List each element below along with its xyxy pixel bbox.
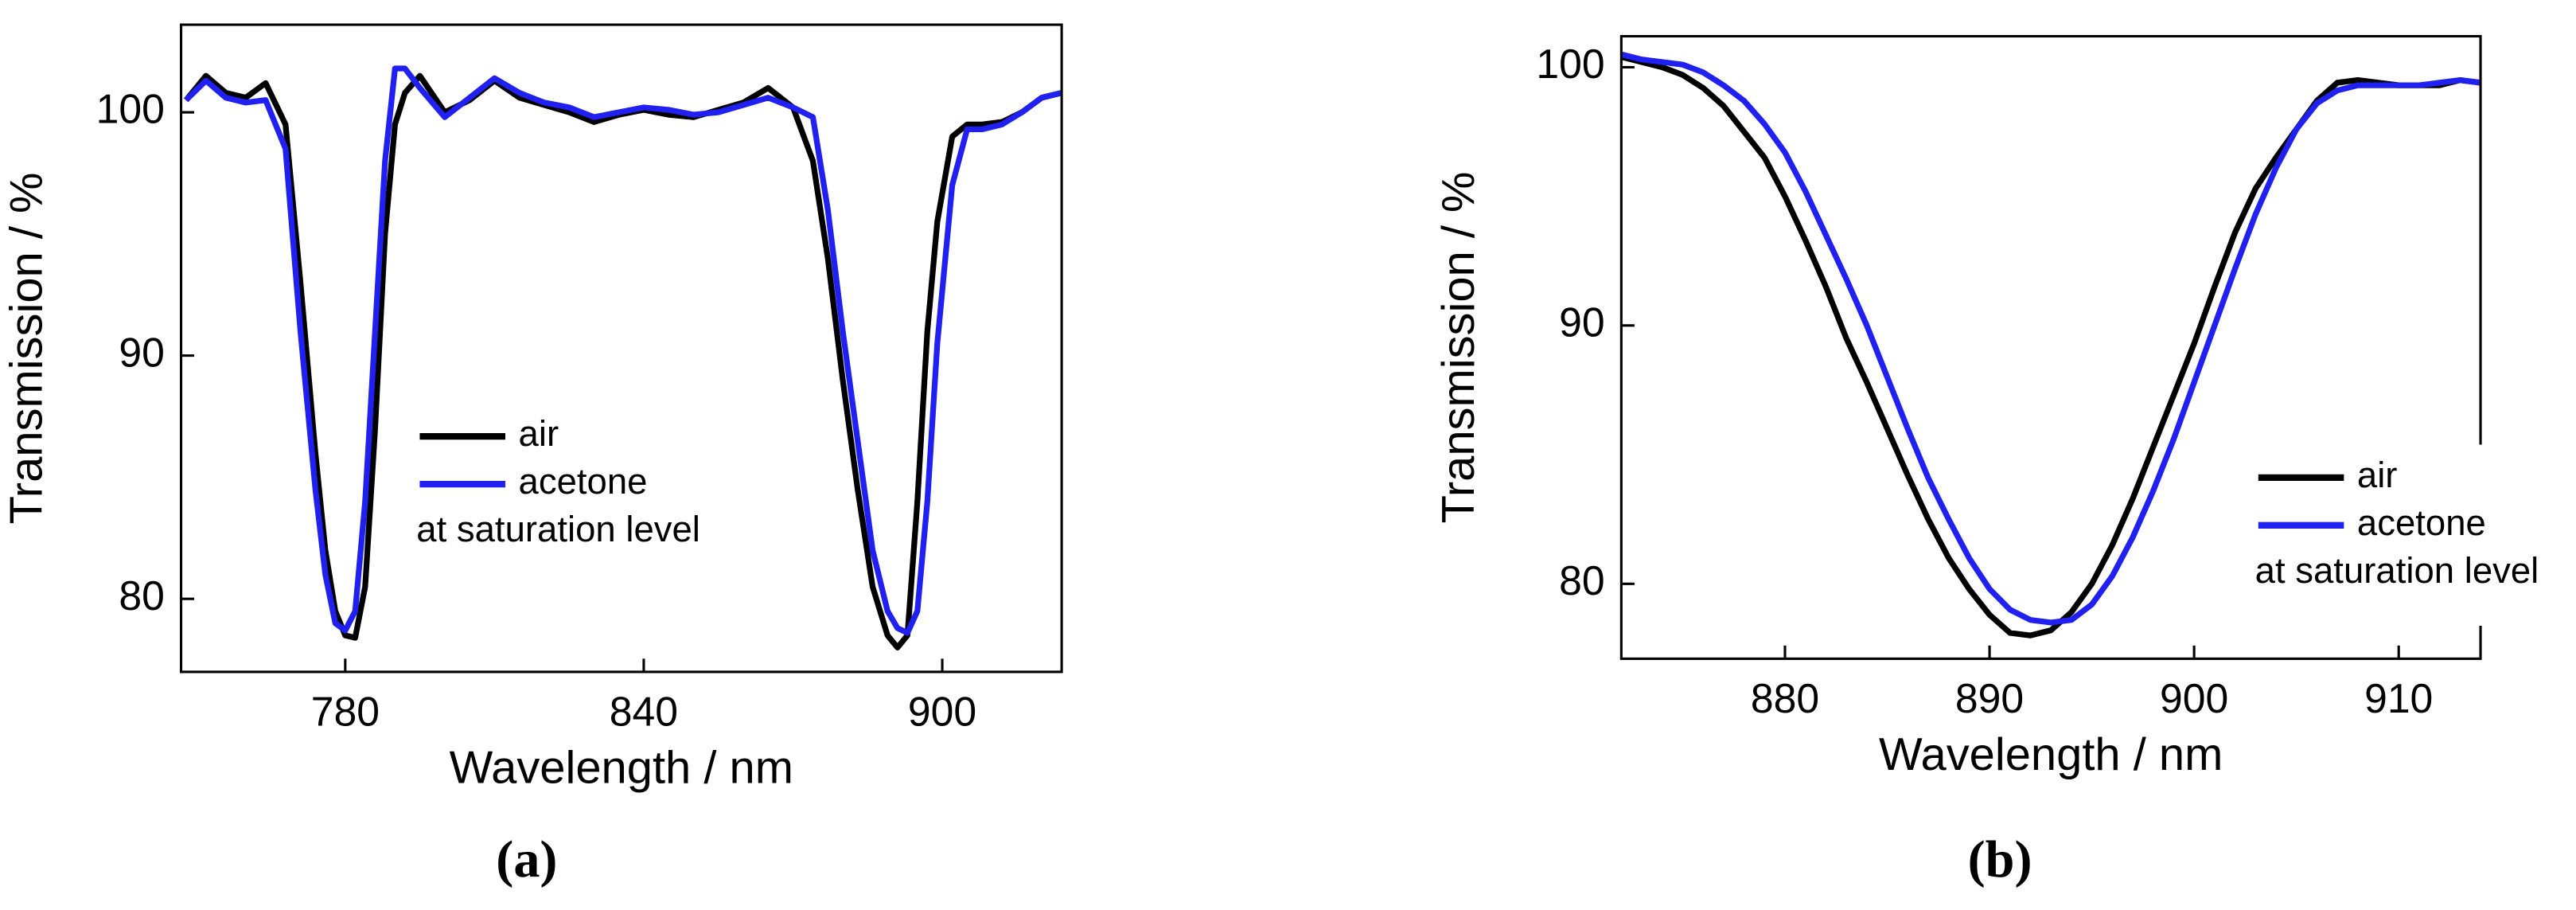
legend-label: air (519, 413, 559, 454)
x-axis-title: Wavelength / nm (450, 742, 793, 793)
legend-note: at saturation level (2255, 550, 2539, 591)
x-tick-label: 900 (908, 688, 976, 734)
x-tick-label: 910 (2364, 675, 2433, 721)
caption: (a) (496, 830, 557, 889)
legend-label: air (2357, 455, 2398, 495)
series-line (1621, 53, 2481, 639)
y-tick-label: 100 (96, 86, 165, 132)
y-tick-label: 90 (119, 329, 164, 375)
plot-frame (1619, 34, 2482, 660)
legend-label: acetone (2357, 502, 2486, 543)
caption: (b) (1968, 830, 2032, 889)
y-tick-label: 80 (119, 572, 164, 619)
x-tick-label: 880 (1751, 675, 1819, 721)
series-line (184, 65, 1062, 636)
series-line (1621, 51, 2481, 626)
y-tick-label: 80 (1559, 557, 1604, 603)
x-tick-label: 780 (311, 688, 380, 734)
y-axis-title: Transmission / % (1433, 171, 1484, 523)
x-tick-label: 840 (610, 688, 678, 734)
x-tick-label: 890 (1955, 675, 2024, 721)
legend-label: acetone (519, 461, 648, 502)
y-tick-label: 90 (1559, 299, 1604, 346)
y-tick-label: 100 (1536, 41, 1604, 87)
x-axis-title: Wavelength / nm (1879, 729, 2223, 780)
series-line (183, 72, 1062, 650)
y-axis-title: Transmission / % (2, 173, 53, 525)
plot-frame (179, 23, 1063, 674)
x-tick-label: 900 (2160, 675, 2228, 721)
legend-note: at saturation level (416, 509, 700, 549)
